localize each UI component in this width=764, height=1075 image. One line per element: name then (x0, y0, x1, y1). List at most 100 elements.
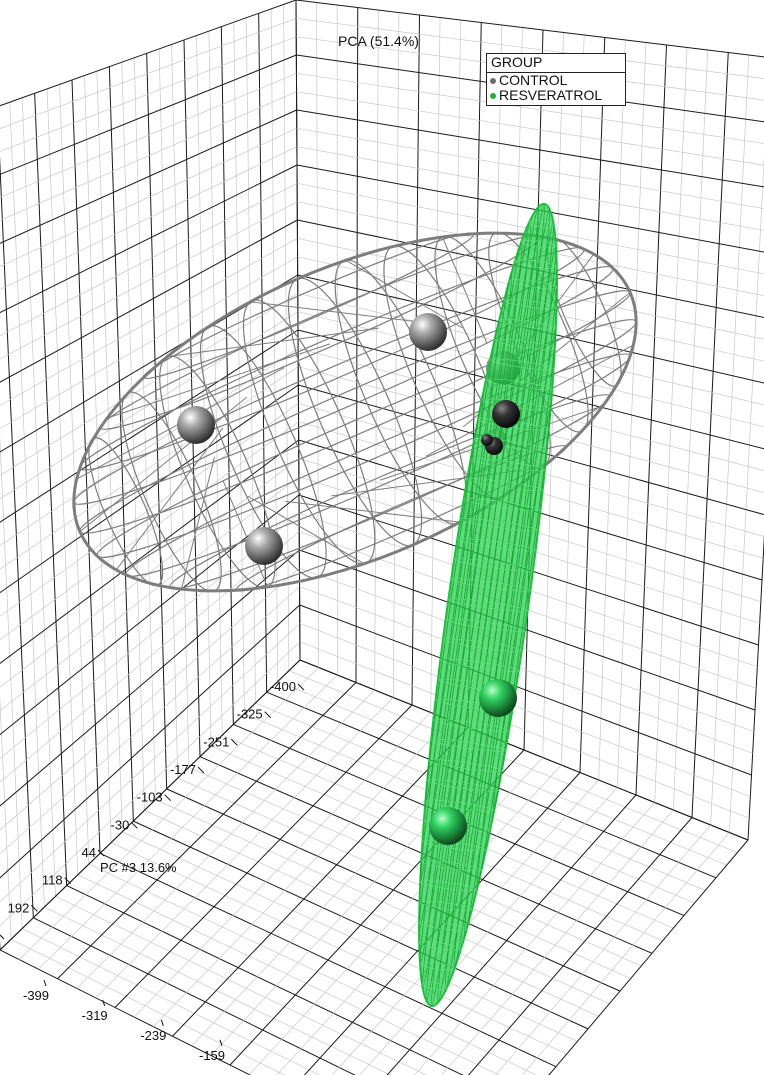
right-wall-gridline-v (296, 146, 764, 231)
left-wall-gridline-v (0, 384, 299, 594)
resveratrol-parallel (418, 921, 467, 931)
pc3-tick-mark (264, 711, 272, 719)
resveratrol-parallel (485, 378, 553, 391)
resveratrol-parallel (514, 259, 558, 269)
control-ellipsoid-meridian (88, 437, 164, 587)
floor-gridline-v (548, 839, 749, 1075)
legend-label-control: CONTROL (499, 72, 568, 88)
control-ellipsoid-parallel (96, 319, 637, 559)
resveratrol-parallel (470, 458, 546, 471)
pc3-tick-mark (64, 877, 72, 885)
tick-layer: -400-325-251-177-103-3044118192266-399-3… (0, 679, 305, 1063)
left-wall-gridline-v (0, 274, 298, 453)
left-wall-gridline-v (0, 201, 298, 360)
resveratrol-meridian (453, 244, 557, 971)
pc3-tick-mark (0, 934, 5, 940)
control-ellipsoid-lace (250, 301, 425, 324)
resveratrol-parallel (435, 698, 513, 712)
floor-gridline-v (95, 697, 394, 999)
resveratrol-parallel (509, 279, 558, 289)
pc3-tick-mark (230, 738, 238, 746)
floor-gridline-v (114, 704, 413, 1008)
resveratrol-meridian (492, 402, 552, 817)
legend-label-resveratrol: RESVERATROL (499, 87, 603, 103)
pc3-tick-label: -30 (111, 817, 130, 832)
floor-tick-mark (43, 979, 47, 987)
left-wall-gridline-v (0, 439, 299, 664)
left-wall-gridline-v (0, 146, 298, 290)
legend-item-resveratrol: RESVERATROL (487, 88, 625, 103)
floor-gridline-u (0, 949, 252, 1075)
resveratrol-parallel (460, 518, 539, 532)
control-ellipsoid-lace (222, 480, 268, 588)
floor-gridline-u (22, 928, 321, 1075)
left-wall-gridline-v (0, 348, 299, 546)
control-ellipsoid-parallel (168, 394, 611, 590)
left-wall-gridline-v (0, 256, 298, 430)
floor-gridline-v (467, 817, 693, 1075)
pc3-tick-label: -177 (170, 762, 196, 777)
pc3-tick-label: 44 (82, 845, 96, 860)
resveratrol-parallel (466, 478, 543, 492)
resveratrol-parallel (528, 220, 555, 228)
left-wall-gridline-v (0, 183, 298, 337)
resveratrol-parallel (420, 860, 482, 872)
control-ellipsoid-parallel (78, 247, 585, 471)
control-ellipsoid-wire (72, 231, 638, 593)
control-ellipsoid-meridian (242, 299, 376, 565)
resveratrol-parallel (450, 578, 531, 592)
right-wall-gridline-v (296, 91, 764, 166)
resveratrol-parallel (521, 239, 557, 249)
resveratrol-meridian (424, 393, 484, 808)
resveratrol-parallel (419, 900, 473, 911)
pc3-tick-mark (130, 821, 138, 829)
resveratrol-point-1 (429, 807, 467, 845)
left-wall-gridline-v (0, 73, 297, 198)
right-wall-gridline-v (295, 0, 764, 58)
left-wall-gridline-v (0, 531, 300, 783)
floor-tick-label: -319 (82, 1008, 108, 1023)
resveratrol-parallel (421, 982, 448, 990)
pc3-tick-label: -325 (237, 707, 263, 722)
control-ellipsoid-meridian (334, 259, 468, 525)
resveratrol-point-2 (479, 679, 517, 717)
control-ellipsoid-lace (442, 236, 488, 344)
resveratrol-parallel (430, 739, 506, 752)
legend-title: GROUP (487, 54, 625, 73)
floor-gridline-v (172, 727, 469, 1037)
resveratrol-parallel (503, 299, 557, 310)
resveratrol-parallel (498, 318, 557, 330)
control-ellipsoid-parallel (235, 445, 568, 592)
right-wall-gridline-v (299, 604, 752, 776)
right-wall-gridline-u (747, 533, 764, 841)
resveratrol-parallel (445, 618, 526, 632)
floor-gridline-v (153, 719, 450, 1027)
floor-gridline-v (0, 659, 301, 951)
pc3-tick-label: -251 (203, 734, 229, 749)
left-wall-gridline-v (0, 54, 297, 175)
resveratrol-point-5 (481, 434, 493, 446)
legend-item-control: CONTROL (487, 73, 625, 88)
right-wall-gridline-v (299, 586, 753, 754)
left-wall-gridline-v (0, 403, 299, 617)
left-wall-gridline-v (0, 604, 301, 879)
floor-gridline-v (386, 794, 637, 1075)
right-wall-gridline-v (296, 72, 764, 144)
resveratrol-parallel (418, 941, 462, 951)
floor-gridline-v (76, 689, 375, 989)
right-wall-gridline-v (299, 549, 756, 711)
pc3-tick-mark (197, 766, 205, 774)
left-wall-gridline-v (0, 164, 298, 314)
left-wall-gridline-v (0, 623, 301, 903)
floor-tick-label: -399 (23, 988, 49, 1003)
control-ellipsoid-meridian (121, 391, 222, 593)
floor-gridline-u (88, 863, 538, 1075)
left-wall-gridline-v (0, 568, 300, 831)
floor-gridline-v (414, 802, 655, 1075)
left-wall-gridline-v (0, 549, 300, 807)
left-wall-gridline-v (0, 586, 300, 855)
resveratrol-parallel (433, 718, 510, 732)
floor-gridline-u (10, 938, 286, 1075)
floor-tick-label: -239 (140, 1028, 166, 1043)
